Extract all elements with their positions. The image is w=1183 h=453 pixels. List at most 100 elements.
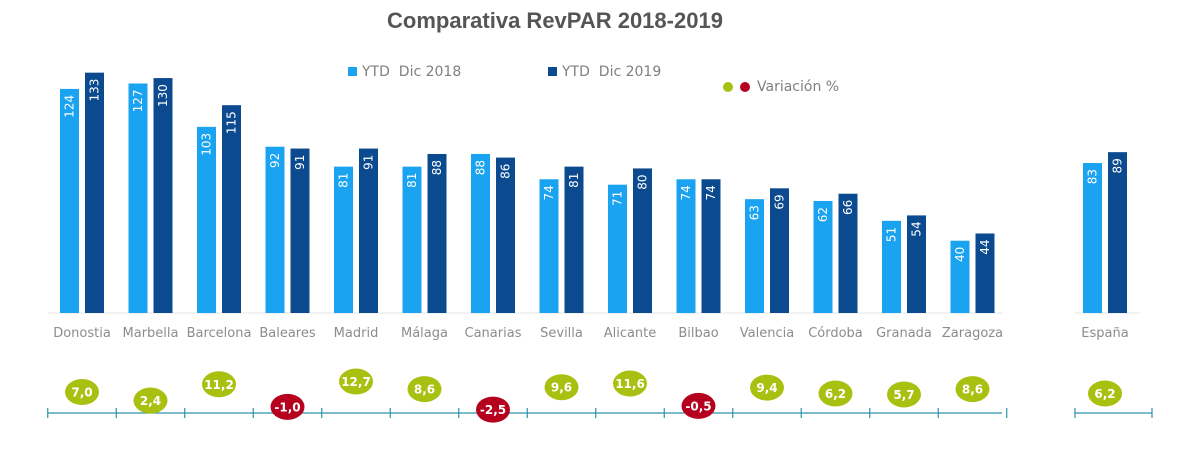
bar-2019-0 [85,72,104,314]
bar-2018-10 [745,199,764,313]
variation-label: 8,6 [962,383,983,397]
bar-value-label: 81 [405,173,419,188]
bar-value-label: 74 [542,185,556,200]
bar-value-label: 44 [978,239,992,254]
bar-value-label: 62 [816,207,830,222]
bar-2018-9 [676,179,696,313]
bar-2018-0 [60,88,79,314]
bar-value-label: 127 [131,89,145,112]
variation-label: 8,6 [414,383,435,397]
bar-2019-1 [153,78,173,313]
category-label: Granada [876,326,932,341]
category-label: Málaga [401,326,448,341]
category-label: España [1081,326,1128,341]
variation-bubble [133,387,168,414]
bar-value-label: 54 [910,221,924,236]
bar-2019-11 [838,193,858,313]
bar-value-label: 88 [430,160,444,175]
variation-label: 6,2 [1094,387,1115,401]
bar-2018-3 [265,146,285,313]
bar-value-label: 130 [156,84,170,107]
category-label: Baleares [259,326,316,341]
bar-value-label: 69 [773,194,787,209]
variation-label: 2,4 [140,394,161,408]
category-label: Córdoba [808,326,863,341]
category-label: Barcelona [187,326,252,341]
legend-swatch-2019 [548,67,557,76]
bar-value-label: 63 [748,205,762,220]
bar-value-label: 74 [704,185,718,200]
bar-value-label: 66 [841,200,855,215]
bar-2019-7 [564,166,584,313]
bar-2018-8 [608,184,627,313]
bar-value-label: 80 [636,174,650,189]
bar-value-label: 83 [1086,169,1100,184]
category-label: Marbella [123,326,179,341]
variation-label: -1,0 [274,400,300,414]
bar-value-label: 92 [268,153,282,168]
bar-value-label: 103 [200,133,214,156]
category-label: Donostia [53,326,111,341]
legend-label-2018: YTD Dic 2018 [361,64,461,80]
variation-bubble [887,381,921,408]
bar-value-label: 91 [362,155,376,170]
variation-bubble [955,376,990,403]
legend-negative-dot [740,82,750,92]
bar-2019-8 [633,168,652,313]
variation-bubble [818,380,853,407]
category-label: Valencia [740,326,794,341]
variation-bubble [1088,380,1122,407]
legend-label-variation: Variación % [757,79,839,95]
variation-bubble [202,371,236,398]
variation-label: 5,7 [893,388,914,402]
category-label: Madrid [334,326,379,341]
bar-2018-1 [128,83,148,313]
bar-value-label: 115 [225,111,239,134]
legend-positive-dot [723,82,733,92]
bar-value-label: 88 [474,160,488,175]
bar-2019-3 [290,148,310,313]
variation-bubble [270,393,305,420]
bar-2019-13 [975,233,995,313]
bar-2019-4 [359,148,378,313]
bar-value-label: 51 [885,227,899,242]
bar-value-label: 81 [337,173,351,188]
bar-value-label: 81 [567,173,581,188]
variation-label: -0,5 [685,399,711,413]
bar-2018-12 [882,220,901,313]
variation-label: 6,2 [825,387,846,401]
bar-2019-2 [222,105,241,313]
bar-2018-5 [402,166,422,313]
variation-bubble [65,379,99,406]
bar-2019-10 [770,188,789,313]
category-label: Zaragoza [942,326,1003,341]
bar-value-label: 89 [1111,158,1125,173]
bar-2019-12 [907,215,926,313]
category-label: Canarias [465,326,522,341]
variation-label: 11,6 [615,377,645,391]
bar-value-label: 74 [679,185,693,200]
variation-bubble [339,368,373,395]
bars-group: 124 133 127 130 103 115 92 91 81 91 81 88 88 86 74 81 71… [60,72,1127,314]
legend: YTD Dic 2018 YTD Dic 2019 Variación % [348,64,839,95]
bar-2018-7 [539,179,559,313]
variation-strip: 7,0 2,4 11,2 -1,0 12,7 8,6 -2,5 9,6 11,6 -0,5 9,4 6… [47,368,1153,423]
variation-bubble [476,396,510,423]
bar-2018-2 [197,126,216,313]
variation-label: 7,0 [71,386,92,400]
variation-label: -2,5 [480,403,506,417]
bar-value-label: 91 [293,155,307,170]
category-label: Bilbao [678,326,718,341]
category-labels: Donostia Marbella Barcelona Baleares Madrid M… [53,326,1129,341]
variation-bubble [613,370,647,397]
variation-bubble [544,374,579,401]
bar-value-label: 86 [499,164,513,179]
legend-label-2019: YTD Dic 2019 [561,64,661,80]
category-label: Sevilla [540,326,583,341]
bar-2018-13 [950,240,970,313]
bar-value-label: 71 [611,191,625,206]
bar-2019-14 [1108,152,1127,313]
bar-value-label: 124 [63,95,77,118]
variation-label: 9,6 [551,381,572,395]
